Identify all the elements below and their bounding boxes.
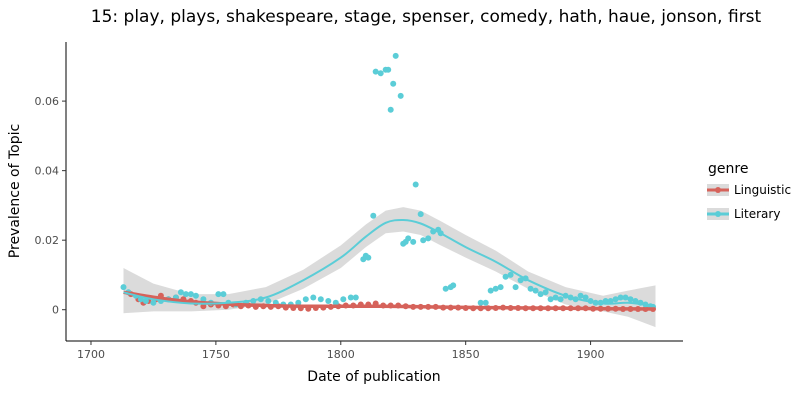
point-literary-49 xyxy=(405,235,412,242)
legend: genre Linguistic Literary xyxy=(707,161,791,221)
point-literary-62 xyxy=(482,299,489,306)
point-literary-89 xyxy=(617,294,624,301)
point-literary-43 xyxy=(387,106,394,113)
legend-key-point-literary xyxy=(715,211,721,217)
point-literary-0 xyxy=(120,284,127,291)
point-literary-4 xyxy=(142,298,149,304)
point-literary-61 xyxy=(477,299,484,306)
point-literary-74 xyxy=(542,289,549,296)
y-axis-title: Prevalence of Topic xyxy=(7,124,23,258)
point-literary-22 xyxy=(265,298,272,304)
point-literary-31 xyxy=(332,299,339,306)
point-literary-71 xyxy=(527,285,534,292)
confidence-band xyxy=(123,207,656,328)
points-layer xyxy=(120,52,656,312)
point-literary-16 xyxy=(220,291,227,298)
chart-title: 15: play, plays, shakespeare, stage, spe… xyxy=(91,7,762,27)
point-literary-38 xyxy=(370,212,377,219)
y-tick-label-3: 0.06 xyxy=(35,95,60,108)
point-literary-5 xyxy=(150,299,157,306)
point-literary-34 xyxy=(352,294,359,301)
plot-area xyxy=(120,52,656,328)
y-axis-ticks: 0 0.02 0.04 0.06 xyxy=(35,95,66,317)
legend-items: Linguistic Literary xyxy=(707,183,791,221)
point-literary-11 xyxy=(187,291,194,298)
point-literary-52 xyxy=(417,211,424,218)
point-literary-91 xyxy=(627,296,634,303)
point-literary-9 xyxy=(177,289,184,296)
point-literary-90 xyxy=(622,294,629,301)
point-literary-77 xyxy=(557,296,564,303)
point-literary-46 xyxy=(397,92,404,99)
x-tick-label-1800: 1800 xyxy=(327,348,355,361)
point-literary-51 xyxy=(412,181,419,188)
point-literary-67 xyxy=(507,271,514,278)
confidence-band-layer xyxy=(123,207,656,328)
point-literary-40 xyxy=(377,70,384,77)
point-literary-81 xyxy=(577,292,584,299)
point-literary-45 xyxy=(392,52,399,59)
x-tick-label-1850: 1850 xyxy=(452,348,480,361)
legend-key-point-linguistic xyxy=(715,187,721,193)
point-literary-66 xyxy=(502,273,509,280)
point-literary-65 xyxy=(497,284,504,291)
point-literary-15 xyxy=(215,291,222,298)
point-literary-50 xyxy=(410,238,417,245)
y-tick-label-0: 0 xyxy=(52,304,59,317)
point-literary-37 xyxy=(365,254,372,261)
legend-label-linguistic: Linguistic xyxy=(734,183,791,197)
point-literary-86 xyxy=(602,298,609,304)
legend-title: genre xyxy=(708,161,748,177)
point-literary-64 xyxy=(492,285,499,292)
point-literary-82 xyxy=(582,294,589,301)
y-tick-label-1: 0.02 xyxy=(35,234,60,247)
point-literary-44 xyxy=(390,80,397,87)
point-literary-53 xyxy=(420,237,427,244)
point-literary-30 xyxy=(325,298,332,304)
point-literary-68 xyxy=(512,284,519,291)
point-literary-54 xyxy=(425,235,432,242)
point-literary-13 xyxy=(200,296,207,303)
x-axis-ticks: 1700 1750 1800 1850 1900 xyxy=(77,341,605,361)
point-literary-42 xyxy=(385,66,392,73)
x-tick-label-1700: 1700 xyxy=(77,348,105,361)
trend-line-literary xyxy=(123,218,656,308)
trend-line-linguistic xyxy=(123,290,656,311)
point-literary-26 xyxy=(295,299,302,306)
point-literary-76 xyxy=(552,294,559,301)
point-literary-32 xyxy=(340,296,347,303)
x-axis-title: Date of publication xyxy=(307,369,440,385)
point-literary-58 xyxy=(442,285,449,292)
point-literary-39 xyxy=(372,68,379,75)
y-tick-label-2: 0.04 xyxy=(35,165,60,178)
x-tick-label-1750: 1750 xyxy=(202,348,230,361)
point-literary-73 xyxy=(537,291,544,298)
point-literary-75 xyxy=(547,296,554,303)
point-literary-87 xyxy=(607,298,614,304)
point-literary-63 xyxy=(487,287,494,294)
x-tick-label-1900: 1900 xyxy=(577,348,605,361)
point-literary-33 xyxy=(347,294,354,301)
point-literary-29 xyxy=(317,296,324,303)
point-literary-69 xyxy=(517,277,524,284)
point-literary-72 xyxy=(532,287,539,294)
point-literary-28 xyxy=(310,294,317,301)
point-literary-88 xyxy=(612,296,619,303)
legend-label-literary: Literary xyxy=(734,207,780,221)
point-literary-10 xyxy=(182,291,189,298)
trend-layer xyxy=(123,218,656,311)
point-literary-12 xyxy=(192,292,199,299)
point-literary-27 xyxy=(302,296,309,303)
point-literary-60 xyxy=(450,282,457,289)
